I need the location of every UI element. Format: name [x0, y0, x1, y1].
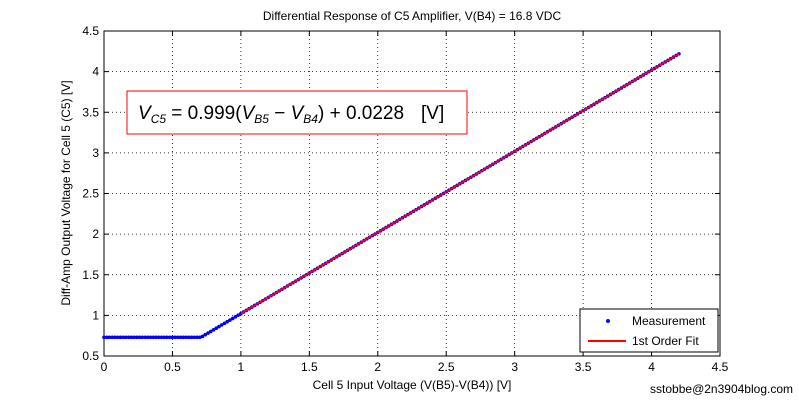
measurement-point	[129, 335, 134, 340]
x-tick-label: 1	[238, 360, 245, 374]
measurement-point	[162, 335, 167, 340]
grid	[104, 31, 720, 356]
credit-text: sstobbe@2n3904blog.com	[650, 382, 793, 396]
eq-lhs-sub: C5	[151, 112, 167, 126]
y-tick-label: 2.5	[82, 187, 99, 201]
eq-v2: V	[291, 103, 306, 124]
eq-minus: −	[269, 103, 291, 124]
y-tick-label: 3.5	[82, 105, 99, 119]
measurement-point	[140, 335, 145, 340]
measurement-point	[146, 335, 150, 340]
measurement-point	[135, 335, 139, 340]
measurement-point	[208, 329, 213, 334]
measurement-point	[195, 335, 199, 340]
y-tick-label: 4	[92, 65, 99, 79]
measurement-point	[206, 331, 210, 335]
chart-title: Differential Response of C5 Amplifier, V…	[263, 9, 562, 23]
measurement-point	[159, 335, 164, 340]
x-axis-label: Cell 5 Input Voltage (V(B5)-V(B4)) [V]	[313, 378, 512, 392]
measurement-point	[217, 324, 221, 329]
measurement-point	[214, 326, 219, 331]
y-tick-label: 1.5	[82, 268, 99, 282]
measurement-point	[118, 335, 123, 340]
y-axis-label: Diff-Amp Output Voltage for Cell 5 (C5) …	[59, 80, 73, 305]
measurement-point	[222, 321, 227, 326]
measurement-point	[156, 335, 161, 340]
measurement-point	[132, 335, 136, 340]
x-tick-label: 0.5	[164, 360, 181, 374]
eq-coef: = 0.999(	[166, 103, 242, 124]
y-tick-label: 0.5	[82, 349, 99, 363]
measurement-point	[124, 335, 128, 340]
legend-fit-label: 1st Order Fit	[632, 334, 699, 348]
measurement-point	[110, 335, 115, 340]
measurement-point	[187, 335, 191, 340]
measurement-point	[203, 332, 208, 337]
measurement-point	[148, 335, 153, 340]
x-tick-label: 4.5	[712, 360, 729, 374]
measurement-point	[200, 334, 205, 339]
measurement-point	[181, 335, 186, 340]
svg-text:VC5 = 0.999(VB5 − VB4) + 0.022: VC5 = 0.999(VB5 − VB4) + 0.0228	[138, 103, 404, 126]
eq-tail: ) + 0.0228	[318, 103, 404, 124]
x-tick-label: 1.5	[301, 360, 318, 374]
measurement-point	[137, 335, 142, 340]
measurement-point	[225, 319, 229, 324]
x-tick-label: 2	[374, 360, 381, 374]
equation-annotation: VC5 = 0.999(VB5 − VB4) + 0.0228 [V]	[126, 90, 468, 135]
x-tick-label: 2.5	[438, 360, 455, 374]
measurement-point	[170, 335, 175, 340]
measurement-point	[184, 335, 188, 340]
measurement-point	[167, 335, 172, 340]
measurement-point	[102, 335, 106, 340]
measurement-point	[211, 328, 216, 332]
y-tick-label: 2	[92, 227, 99, 241]
measurement-point	[192, 335, 197, 340]
legend-measurement-label: Measurement	[632, 314, 706, 328]
x-tick-label: 4	[648, 360, 655, 374]
measurement-point	[230, 316, 235, 321]
y-tick-label: 4.5	[82, 24, 99, 38]
eq-v1-sub: B5	[254, 112, 269, 126]
equation-box	[126, 90, 468, 135]
measurement-point	[113, 335, 117, 340]
measurement-point	[233, 315, 238, 319]
legend: Measurement 1st Order Fit	[579, 308, 719, 353]
measurement-point	[143, 335, 147, 340]
series-layer	[102, 52, 681, 340]
eq-lhs: V	[138, 103, 153, 124]
measurement-point	[165, 335, 169, 340]
measurement-point	[115, 335, 120, 340]
x-ticks: 0 0.5 1 1.5 2 2.5 3 3.5 4 4.5	[101, 31, 729, 374]
measurement-point	[151, 335, 156, 340]
x-tick-label: 0	[101, 360, 108, 374]
y-tick-label: 1	[92, 308, 99, 322]
measurement-point	[107, 335, 112, 340]
fit-line	[240, 53, 680, 315]
x-tick-label: 3.5	[575, 360, 592, 374]
measurement-point	[178, 335, 183, 340]
measurement-point	[173, 335, 177, 340]
measurement-point	[121, 335, 125, 340]
measurement-point	[154, 335, 158, 340]
measurement-point	[236, 313, 240, 318]
y-tick-label: 3	[92, 146, 99, 160]
eq-unit: [V]	[421, 103, 444, 124]
measurement-point	[189, 335, 194, 340]
legend-box	[579, 308, 719, 353]
measurement-point	[219, 323, 224, 327]
legend-measurement-marker	[606, 319, 610, 323]
measurement-point	[228, 318, 232, 322]
x-tick-label: 3	[511, 360, 518, 374]
measurement-point	[176, 335, 180, 340]
eq-v1: V	[242, 103, 257, 124]
eq-v2-sub: B4	[303, 112, 318, 126]
measurement-point	[126, 335, 131, 340]
measurement-point	[104, 335, 109, 340]
measurement-point	[198, 335, 202, 340]
